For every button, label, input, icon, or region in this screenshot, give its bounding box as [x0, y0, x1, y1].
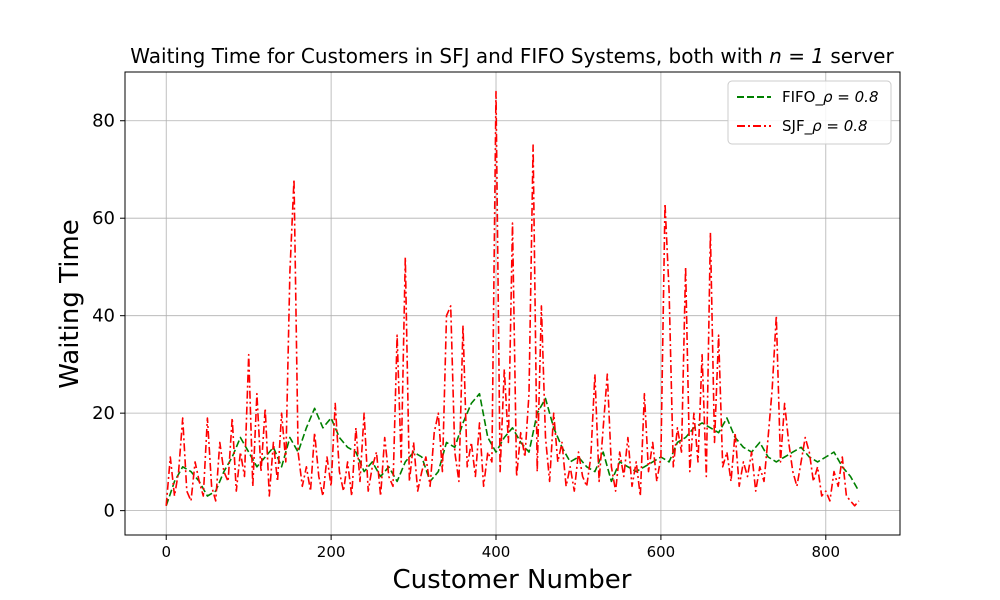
y-tick-label: 80	[92, 111, 115, 132]
x-tick-label: 600	[647, 543, 676, 561]
ticks: 0 200 400 600 800 0 20 40 60 80	[92, 111, 840, 561]
x-axis-label: Customer Number	[392, 565, 631, 595]
x-tick-label: 0	[161, 543, 171, 561]
legend-label-fifo: FIFO_ρ = 0.8	[782, 88, 878, 107]
y-axis-label: Waiting Time	[55, 219, 85, 389]
series-line-sjf	[165, 90, 860, 507]
x-tick-label: 800	[811, 543, 840, 561]
y-tick-label: 40	[92, 306, 115, 327]
legend: FIFO_ρ = 0.8 SJF_ρ = 0.8	[727, 80, 892, 145]
y-tick-label: 60	[92, 208, 115, 229]
plot-frame	[124, 71, 901, 536]
series-line-fifo	[165, 392, 860, 507]
y-tick-label: 0	[104, 501, 115, 522]
series-layer	[165, 90, 860, 507]
chart-title: Waiting Time for Customers in SFJ and FI…	[130, 44, 894, 68]
legend-label-sjf: SJF_ρ = 0.8	[782, 117, 868, 136]
x-tick-label: 200	[317, 543, 346, 561]
x-tick-label: 400	[482, 543, 511, 561]
y-tick-label: 20	[92, 403, 115, 424]
